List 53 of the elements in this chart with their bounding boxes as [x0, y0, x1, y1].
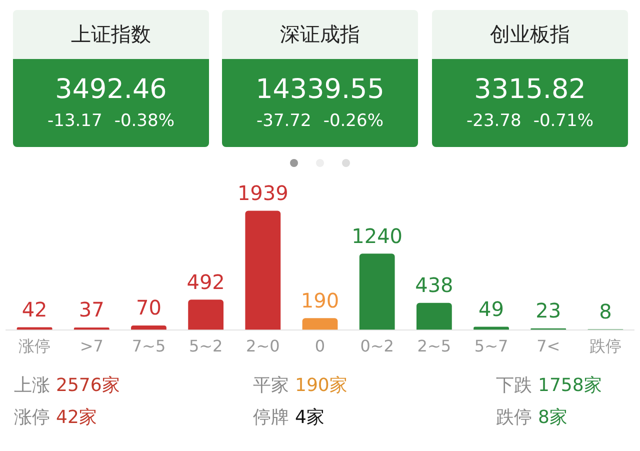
bar [131, 326, 166, 330]
text: 跌停 [496, 407, 532, 428]
bar [188, 300, 224, 330]
text: -0.71% [533, 111, 594, 131]
data-label: 438 [415, 273, 454, 298]
text: 停牌 [253, 407, 289, 428]
bar [302, 318, 338, 330]
data-label: 1939 [237, 180, 288, 205]
data-label: 190 [300, 288, 340, 312]
x-tick-label: 涨停 [18, 336, 51, 356]
x-tick-label: 跌停 [589, 336, 622, 356]
text: -0.38% [114, 111, 174, 131]
data-label: 70 [136, 296, 162, 320]
text: -23.78 [466, 111, 522, 131]
bar [416, 302, 452, 330]
text: -37.72 [256, 111, 312, 131]
x-tick-label: 7~5 [132, 336, 166, 356]
data-label: 23 [536, 298, 562, 323]
bar [359, 254, 395, 330]
data-label: 42 [22, 297, 48, 322]
text: 2576家 [56, 375, 120, 396]
data-label: 37 [78, 298, 104, 322]
bar [245, 210, 281, 330]
x-tick-label: 2~5 [417, 336, 452, 356]
text: 上证指数 [13, 10, 209, 59]
x-tick-label: 5~2 [188, 336, 223, 356]
text: 42家 [56, 407, 97, 428]
text: 3492.46 [54, 73, 168, 107]
x-tick-label: >7 [80, 336, 104, 356]
text: 下跌 [496, 375, 532, 396]
text: 3315.82 [473, 73, 587, 107]
text: 4家 [295, 407, 324, 428]
text: -13.17 [48, 111, 102, 131]
data-label: 8 [599, 300, 612, 324]
text: 1758家 [538, 375, 602, 396]
x-tick-label: 0~2 [360, 336, 394, 356]
text: 平家 [253, 375, 289, 396]
text: 深证成指 [222, 10, 418, 59]
x-tick-label: 7< [536, 336, 560, 356]
data-label: 49 [478, 296, 504, 321]
data-label: 492 [186, 270, 225, 294]
text: 190家 [295, 375, 348, 396]
text: 8家 [538, 407, 568, 428]
text: 14339.55 [254, 73, 386, 107]
text: 创业板指 [432, 10, 628, 59]
text: 涨停 [14, 407, 50, 428]
text: -0.26% [323, 111, 384, 131]
x-tick-label: 5~7 [474, 336, 508, 356]
bar [16, 327, 52, 330]
text: 上涨 [14, 375, 50, 396]
x-tick-label: 0 [314, 336, 326, 356]
x-tick-label: 2~0 [246, 336, 280, 356]
data-label: 1240 [352, 224, 403, 248]
